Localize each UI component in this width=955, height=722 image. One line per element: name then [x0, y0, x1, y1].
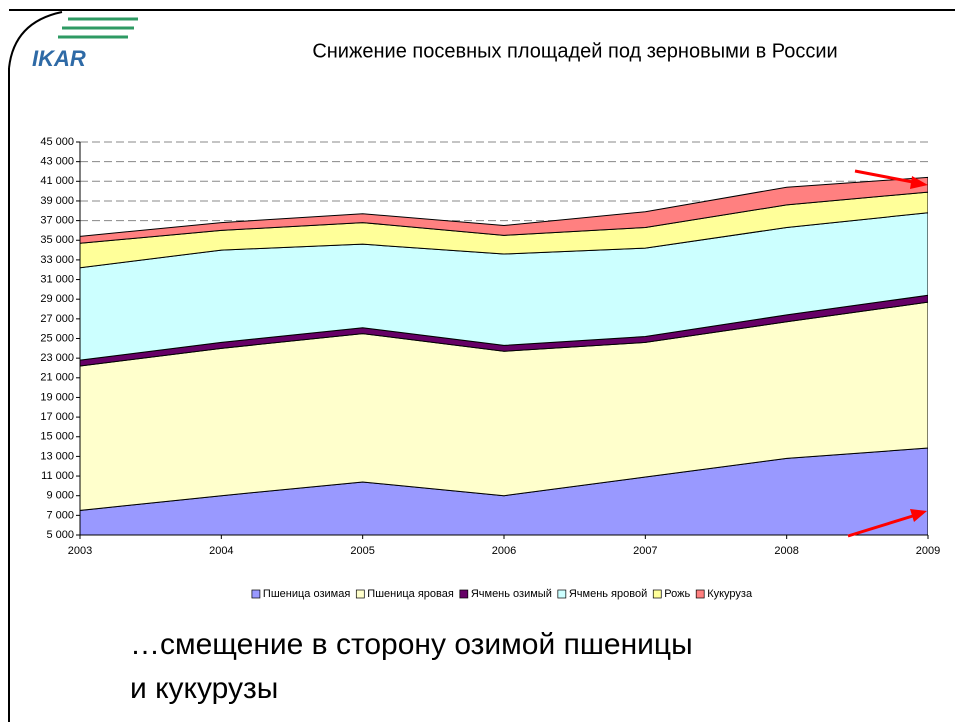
legend-label: Пшеница озимая: [263, 588, 350, 600]
x-tick-label: 2007: [633, 545, 657, 557]
y-tick-label: 5 000: [46, 529, 74, 541]
x-tick-label: 2006: [492, 545, 516, 557]
y-tick-label: 27 000: [40, 313, 74, 325]
y-tick-label: 9 000: [46, 490, 74, 502]
y-tick-label: 25 000: [40, 332, 74, 344]
x-tick-label: 2008: [774, 545, 798, 557]
legend-label: Ячмень озимый: [471, 588, 552, 600]
y-tick-label: 23 000: [40, 352, 74, 364]
x-tick-label: 2003: [68, 545, 92, 557]
y-tick-label: 43 000: [40, 156, 74, 168]
legend-swatch: [695, 589, 705, 599]
y-tick-label: 21 000: [40, 372, 74, 384]
x-tick-label: 2005: [350, 545, 374, 557]
y-tick-label: 15 000: [40, 431, 74, 443]
legend-label: Кукуруза: [707, 588, 753, 600]
x-tick-label: 2004: [209, 545, 233, 557]
legend-swatch: [355, 589, 365, 599]
arrow: [847, 169, 928, 538]
chart-title: Снижение посевных площадей под зерновыми…: [312, 40, 837, 62]
y-tick-label: 35 000: [40, 234, 74, 246]
legend-swatch: [557, 589, 567, 599]
logo-arc: [8, 11, 63, 69]
logo-lines: [58, 17, 138, 39]
y-tick-label: 33 000: [40, 254, 74, 266]
y-tick-label: 39 000: [40, 195, 74, 207]
y-tick-label: 17 000: [40, 411, 74, 423]
legend-swatch: [652, 589, 662, 599]
caption: и кукурузы: [130, 672, 278, 705]
legend-label: Рожь: [664, 588, 690, 600]
caption: …смещение в сторону озимой пшеницы: [130, 628, 693, 661]
legend-swatch: [251, 589, 261, 599]
y-tick-label: 31 000: [40, 273, 74, 285]
y-tick-label: 13 000: [40, 450, 74, 462]
legend-label: Пшеница яровая: [367, 588, 454, 600]
area: [80, 176, 928, 244]
logo-text: IKAR: [32, 46, 86, 71]
y-tick-label: 41 000: [40, 175, 74, 187]
legend-swatch: [459, 589, 469, 599]
y-tick-label: 29 000: [40, 293, 74, 305]
y-tick-label: 19 000: [40, 391, 74, 403]
legend-label: Ячмень яровой: [569, 588, 647, 600]
y-tick-label: 11 000: [41, 470, 74, 482]
x-tick-label: 2009: [916, 545, 940, 557]
y-tick-label: 37 000: [40, 215, 74, 227]
y-tick-label: 7 000: [46, 509, 74, 521]
y-tick-label: 45 000: [40, 136, 74, 148]
